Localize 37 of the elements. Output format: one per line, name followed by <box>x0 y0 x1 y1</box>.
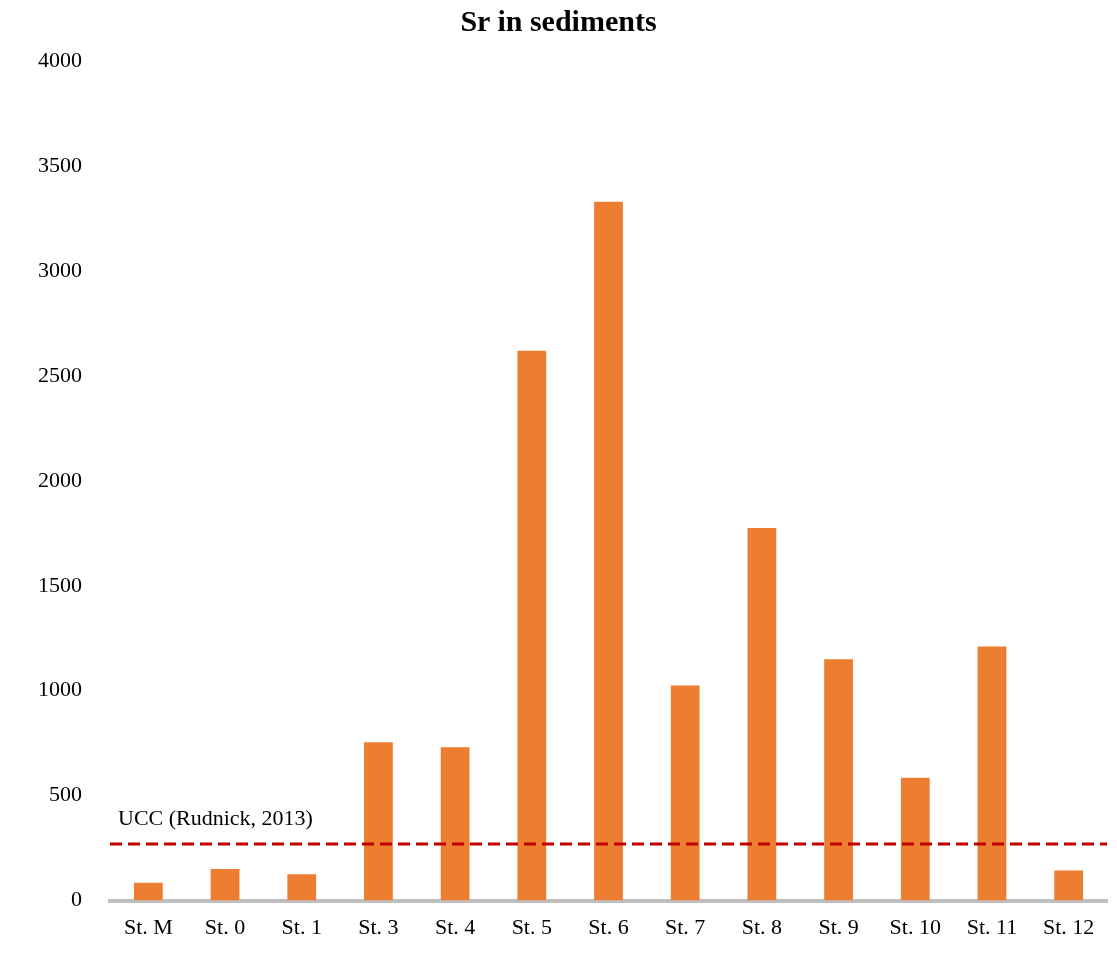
y-tick-label: 3500 <box>38 151 82 177</box>
x-tick-label: St. 3 <box>358 913 399 939</box>
y-tick-label: 2000 <box>38 466 82 492</box>
bar <box>133 882 163 901</box>
bar <box>594 201 623 901</box>
bar <box>977 646 1007 901</box>
bar <box>900 777 930 901</box>
chart-title: Sr in sediments <box>460 3 657 37</box>
y-tick-label: 4000 <box>38 46 82 72</box>
bar <box>747 528 777 901</box>
x-tick-label: St. 5 <box>511 913 552 939</box>
x-tick-label: St. 11 <box>966 913 1018 939</box>
x-tick-label: St. 12 <box>1042 913 1095 939</box>
bar <box>287 874 317 901</box>
bar <box>670 685 700 901</box>
x-tick-label: St. 7 <box>665 913 706 939</box>
bar <box>517 350 547 901</box>
bar <box>364 742 393 901</box>
y-tick-label: 1000 <box>38 676 82 702</box>
bar <box>824 659 853 901</box>
x-tick-label: St. 9 <box>818 913 859 939</box>
x-tick-label: St. M <box>123 913 173 939</box>
ref-line-label: UCC (Rudnick, 2013) <box>118 804 313 830</box>
y-tick-label: 2500 <box>38 361 82 387</box>
x-tick-label: St. 8 <box>741 913 783 939</box>
x-tick-label: St. 6 <box>588 913 629 939</box>
y-tick-label: 500 <box>49 781 82 807</box>
x-tick-label: St. 1 <box>281 913 322 939</box>
x-tick-label: St. 4 <box>434 913 476 939</box>
bar <box>1054 870 1084 901</box>
bar <box>440 747 470 901</box>
y-tick-label: 3000 <box>38 256 82 282</box>
y-tick-label: 0 <box>71 886 82 912</box>
bar <box>210 869 240 901</box>
x-tick-label: St. 0 <box>204 913 246 939</box>
x-tick-label: St. 10 <box>889 913 941 939</box>
y-tick-label: 1500 <box>38 571 82 597</box>
